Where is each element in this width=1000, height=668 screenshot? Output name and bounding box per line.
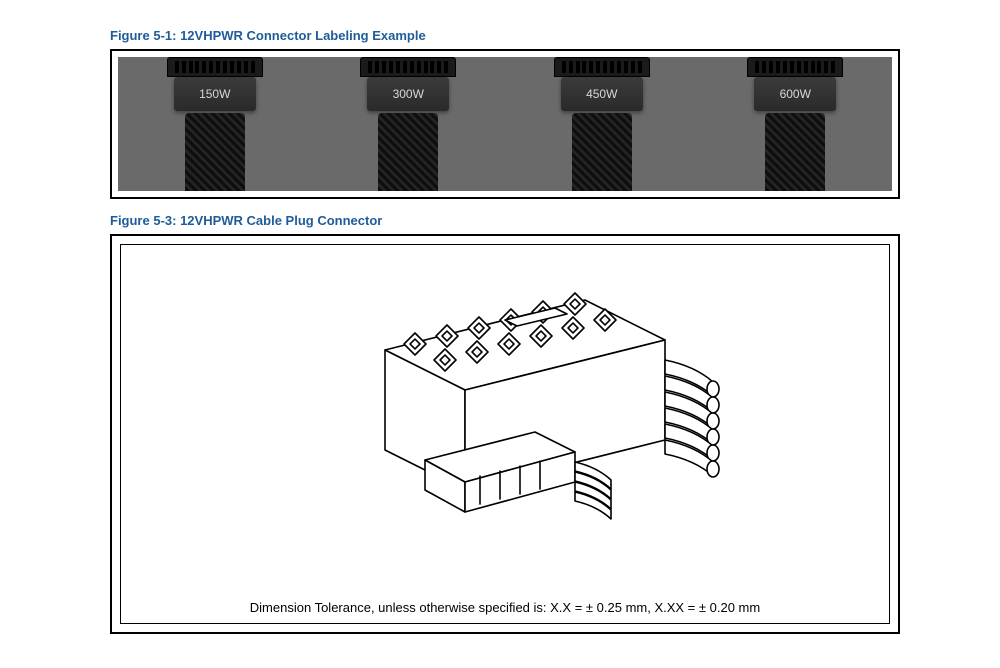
plug-label: 600W xyxy=(754,77,836,111)
cable-600w: 600W xyxy=(725,57,865,191)
cable-300w: 300W xyxy=(338,57,478,191)
cable-150w: 150W xyxy=(145,57,285,191)
plug-label: 450W xyxy=(561,77,643,111)
cable-sleeve xyxy=(765,113,825,191)
plug-head xyxy=(360,57,456,77)
plug-head xyxy=(167,57,263,77)
tolerance-note: Dimension Tolerance, unless otherwise sp… xyxy=(250,594,760,623)
cable-sleeve xyxy=(185,113,245,191)
connector-diagram xyxy=(121,245,889,594)
figure-3-inner: Dimension Tolerance, unless otherwise sp… xyxy=(120,244,890,624)
figure-1-box: 150W 300W 450W 600W xyxy=(110,49,900,199)
cable-sleeve xyxy=(378,113,438,191)
cable-sleeve xyxy=(572,113,632,191)
plug-label: 300W xyxy=(367,77,449,111)
figure-1-inner: 150W 300W 450W 600W xyxy=(118,57,892,191)
figure-3-caption: Figure 5-3: 12VHPWR Cable Plug Connector xyxy=(110,213,960,228)
plug-head xyxy=(554,57,650,77)
plug-head xyxy=(747,57,843,77)
cable-450w: 450W xyxy=(532,57,672,191)
figure-1-caption: Figure 5-1: 12VHPWR Connector Labeling E… xyxy=(110,28,960,43)
figure-3-box: Dimension Tolerance, unless otherwise sp… xyxy=(110,234,900,634)
plug-label: 150W xyxy=(174,77,256,111)
